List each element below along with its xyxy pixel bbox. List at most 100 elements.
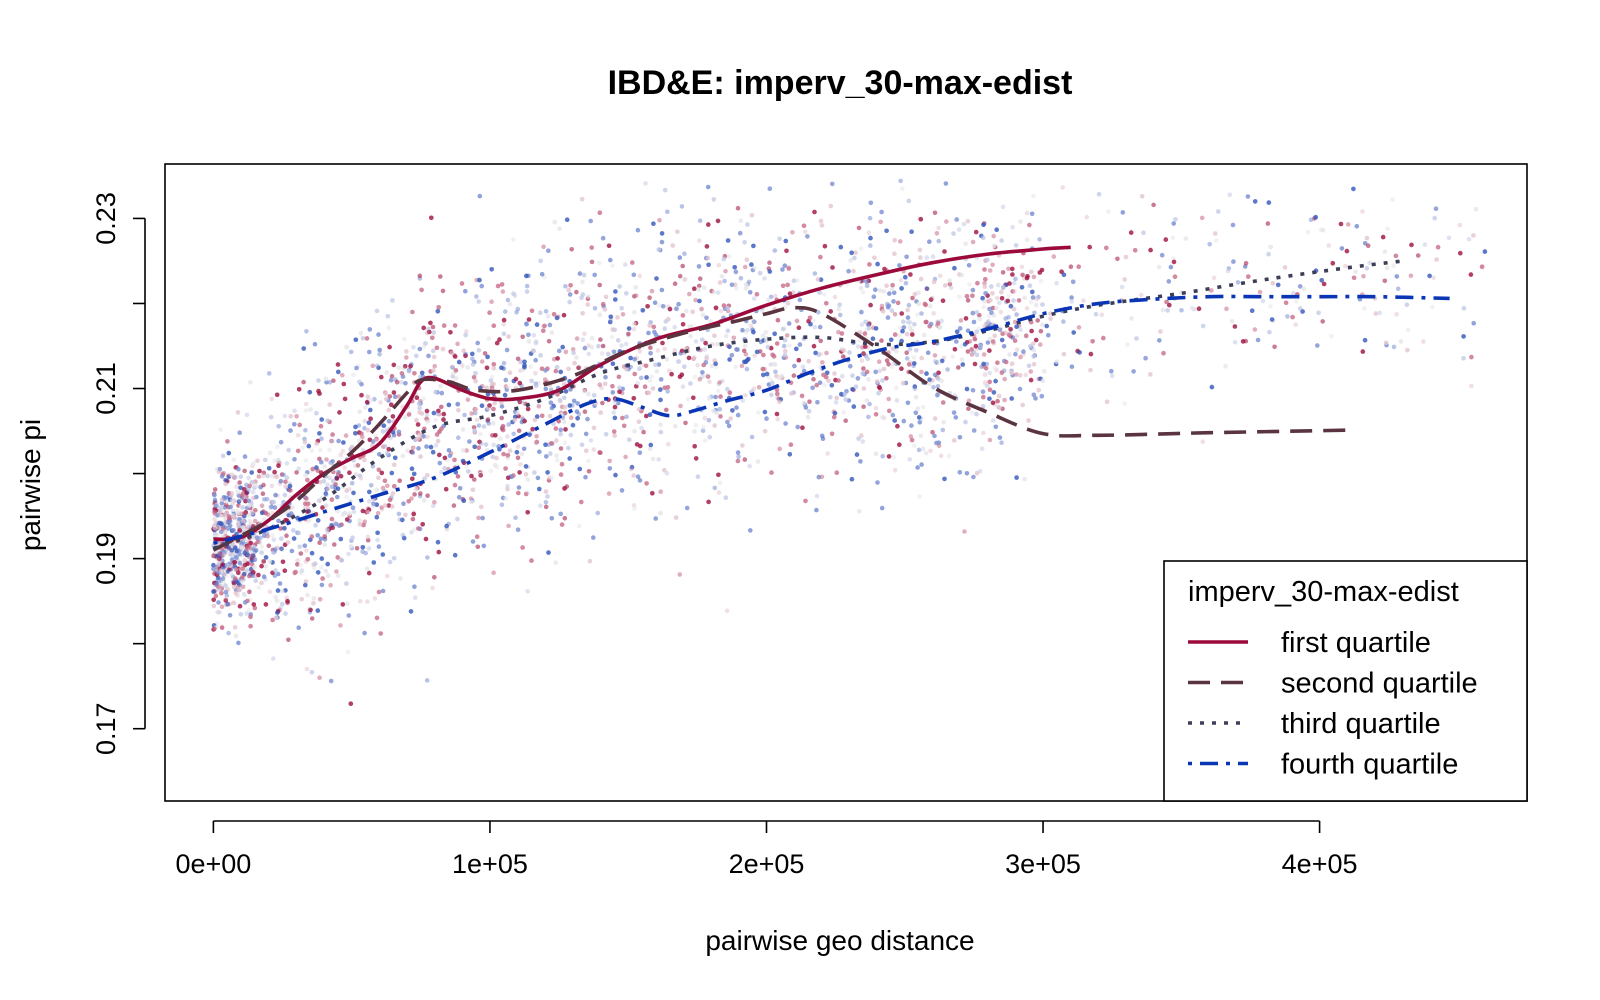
scatter-point (662, 346, 667, 352)
scatter-point (1171, 221, 1176, 226)
scatter-point (588, 218, 593, 224)
scatter-point (457, 486, 463, 491)
scatter-point (577, 271, 583, 276)
scatter-point (320, 576, 325, 581)
scatter-point (304, 548, 309, 553)
scatter-point (245, 545, 250, 550)
scatter-point (391, 362, 397, 368)
scatter-point (767, 186, 773, 191)
scatter-point (365, 537, 371, 543)
scatter-point (1189, 305, 1195, 311)
scatter-point (682, 364, 687, 370)
scatter-point (248, 614, 253, 620)
scatter-point (253, 483, 259, 489)
scatter-point (832, 294, 838, 300)
scatter-point (330, 438, 335, 444)
scatter-point (680, 384, 686, 389)
scatter-point (918, 433, 923, 439)
scatter-point (829, 383, 835, 388)
scatter-point (567, 292, 573, 297)
scatter-point (836, 306, 841, 312)
scatter-point (1360, 349, 1366, 354)
scatter-point (298, 551, 304, 556)
scatter-point (692, 444, 697, 449)
scatter-point (329, 484, 335, 490)
scatter-point (1159, 252, 1165, 258)
scatter-point (449, 364, 455, 370)
scatter-point (660, 304, 666, 309)
scatter-point (353, 431, 358, 436)
scatter-point (345, 601, 350, 606)
scatter-point (424, 412, 430, 418)
scatter-point (596, 343, 601, 349)
scatter-point (928, 297, 934, 302)
scatter-point (985, 383, 990, 389)
scatter-point (676, 301, 681, 307)
scatter-point (218, 505, 223, 511)
scatter-point (265, 534, 271, 539)
scatter-point (556, 348, 562, 354)
scatter-point (1223, 363, 1228, 369)
scatter-point (853, 250, 858, 255)
scatter-point (635, 227, 641, 233)
scatter-point (997, 300, 1002, 306)
scatter-point (1270, 281, 1276, 286)
scatter-point (1383, 340, 1389, 346)
scatter-point (631, 272, 637, 278)
scatter-point (964, 471, 970, 476)
scatter-point (231, 600, 236, 606)
scatter-point (788, 442, 794, 448)
scatter-point (491, 323, 497, 329)
scatter-point (704, 356, 709, 361)
scatter-point (549, 475, 555, 481)
scatter-point (705, 184, 711, 190)
scatter-point (597, 382, 603, 388)
scatter-point (559, 461, 565, 467)
scatter-point (818, 338, 823, 344)
scatter-point (598, 337, 603, 342)
scatter-point (751, 296, 757, 301)
scatter-point (303, 582, 308, 588)
scatter-point (236, 466, 241, 472)
scatter-point (1035, 318, 1040, 323)
scatter-point (256, 474, 262, 479)
scatter-point (243, 498, 248, 504)
scatter-point (873, 405, 879, 411)
scatter-point (338, 452, 344, 458)
scatter-point (275, 610, 280, 615)
scatter-point (1088, 351, 1094, 357)
scatter-point (875, 261, 880, 267)
scatter-point (485, 354, 490, 360)
scatter-point (715, 388, 721, 394)
scatter-point (783, 238, 789, 244)
scatter-point (441, 411, 447, 417)
scatter-point (236, 570, 241, 576)
scatter-point (812, 324, 818, 330)
scatter-point (770, 352, 775, 358)
scatter-point (1469, 354, 1474, 360)
scatter-point (732, 265, 737, 270)
scatter-point (687, 324, 693, 330)
scatter-point (1023, 372, 1028, 378)
scatter-point (723, 268, 728, 274)
scatter-point (901, 319, 906, 325)
scatter-point (217, 520, 222, 526)
scatter-point (814, 382, 819, 388)
scatter-point (272, 458, 277, 464)
scatter-point (740, 398, 745, 403)
scatter-point (912, 291, 918, 297)
scatter-point (546, 248, 551, 253)
scatter-point (410, 450, 416, 455)
scatter-point (658, 489, 663, 495)
scatter-point (306, 443, 312, 449)
scatter-point (782, 263, 788, 269)
scatter-point (954, 329, 960, 335)
scatter-point (985, 257, 990, 263)
scatter-point (314, 441, 320, 446)
scatter-point (417, 432, 423, 438)
scatter-point (861, 404, 866, 410)
scatter-point (964, 386, 970, 392)
scatter-point (1119, 284, 1125, 290)
scatter-point (319, 417, 325, 422)
scatter-point (317, 391, 322, 396)
